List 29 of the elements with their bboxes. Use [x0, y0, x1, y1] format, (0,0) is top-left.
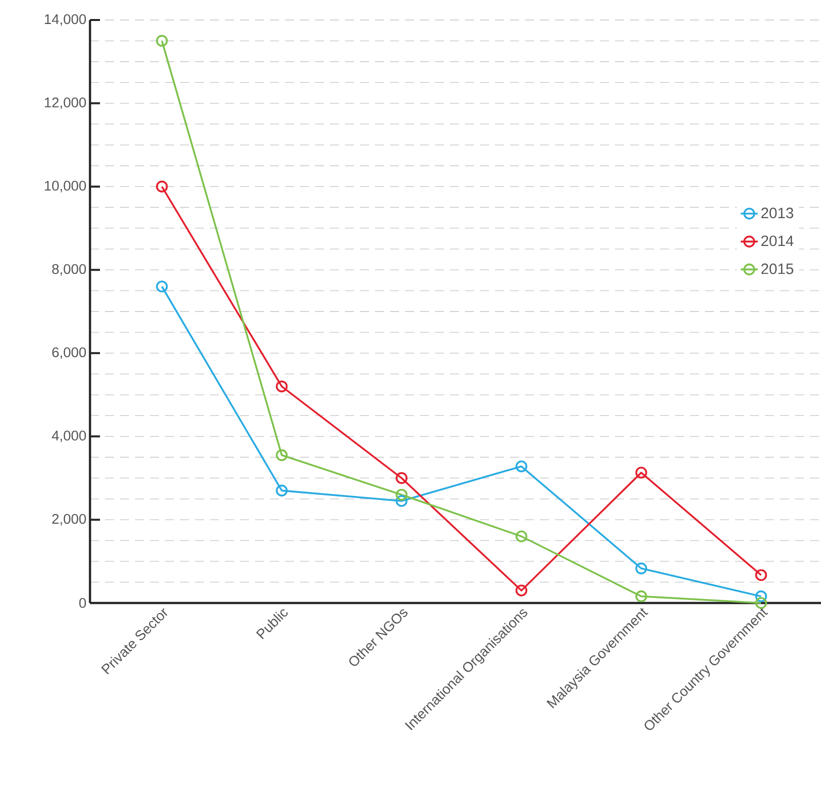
y-tick-label: 10,000: [44, 180, 86, 192]
point: [396, 472, 408, 484]
point: [516, 460, 528, 472]
legend-label: 2015: [761, 263, 794, 274]
point: [156, 34, 168, 47]
point: [276, 484, 288, 496]
point: [156, 180, 168, 192]
y-tick-label: 6,000: [52, 347, 86, 359]
point: [755, 590, 767, 602]
point: [516, 530, 528, 542]
y-tick-label: 4,000: [52, 430, 86, 442]
point: [276, 380, 288, 392]
y-tick-label: 8,000: [52, 264, 86, 276]
point: [635, 590, 648, 602]
legend-label: 2013: [761, 208, 794, 218]
y-tick-label: 0: [79, 598, 86, 608]
point: [396, 488, 408, 501]
y-tick-label: 12,000: [44, 98, 86, 110]
point: [635, 466, 648, 479]
point: [516, 584, 528, 596]
legend-label: 2014: [761, 236, 794, 246]
point: [156, 280, 168, 292]
point: [635, 562, 648, 574]
y-tick-label: 2,000: [52, 514, 86, 526]
point: [755, 597, 767, 609]
point: [755, 569, 767, 581]
point: [276, 449, 288, 462]
y-tick-label: 14,000: [44, 14, 86, 26]
point: [396, 495, 408, 507]
